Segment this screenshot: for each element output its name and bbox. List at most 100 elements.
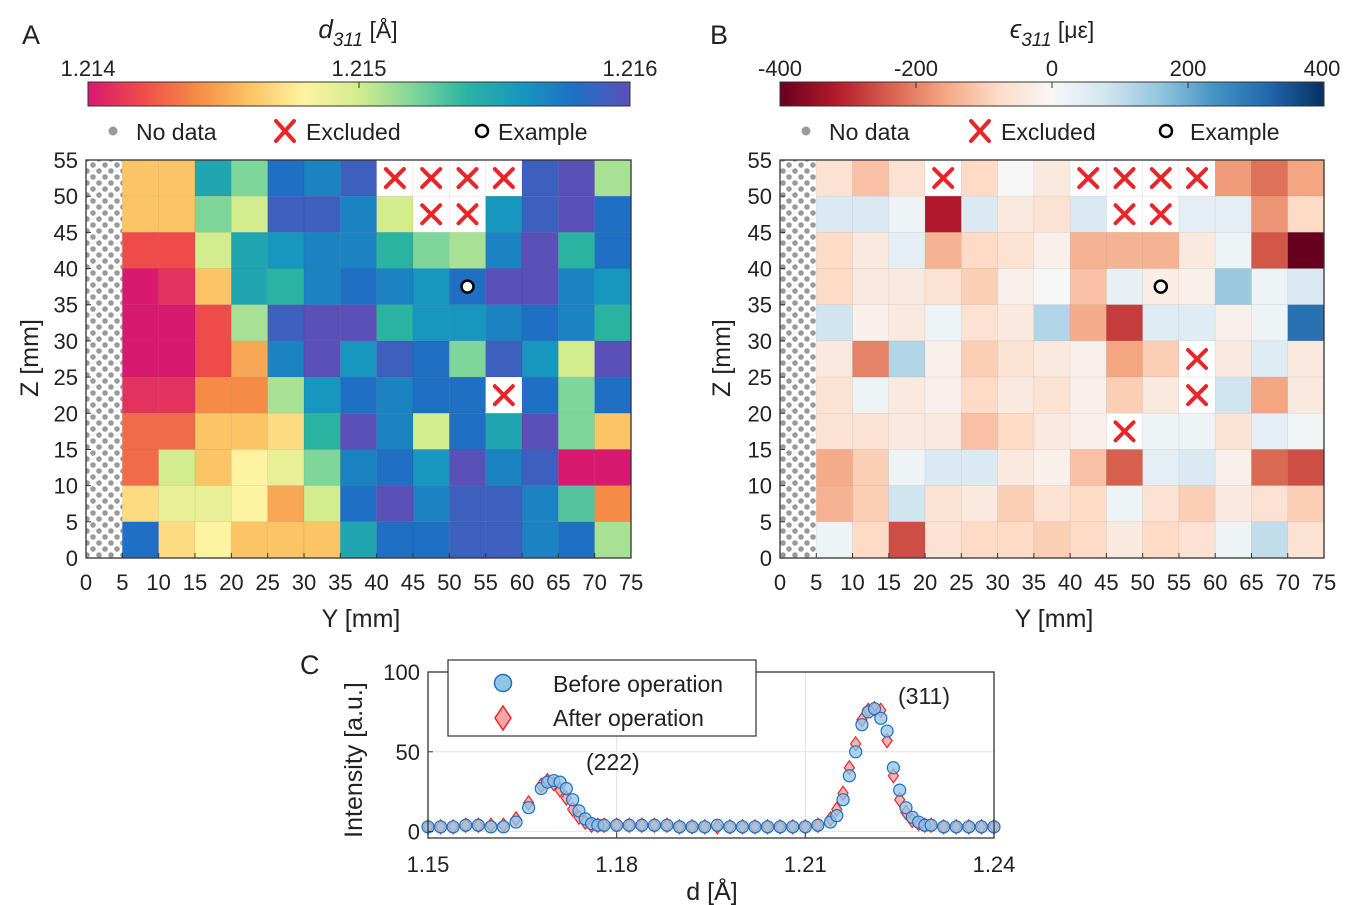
heatmap-cell	[924, 340, 962, 378]
heatmap-cell	[1251, 449, 1289, 486]
heatmap-cell	[852, 485, 890, 523]
x-tick-label: 55	[1167, 570, 1191, 595]
heatmap-cell	[1287, 304, 1325, 342]
heatmap-cell	[340, 340, 377, 378]
heatmap-cell	[594, 412, 632, 450]
heatmap-cell	[888, 449, 926, 486]
x-tick-label: 65	[546, 570, 570, 595]
annotation-311: (311)	[898, 683, 950, 709]
heatmap-cell	[1214, 340, 1252, 378]
x-tick-label: 1.18	[595, 852, 638, 877]
heatmap-cell	[852, 376, 890, 414]
x-tick-label: 35	[328, 570, 352, 595]
heatmap-cell	[158, 521, 196, 559]
before-operation-point	[886, 761, 900, 775]
heatmap-cell	[1214, 449, 1252, 486]
heatmap-a: 0 5 10 15 20 25 30 35 40 45 50 55 60 65 70 750510152025…	[54, 148, 644, 595]
x-tick-label: 70	[1275, 570, 1299, 595]
y-tick-label: 40	[748, 257, 772, 282]
y-tick-label: 5	[66, 510, 78, 535]
heatmap-cell	[194, 521, 232, 559]
heatmap-cell	[267, 376, 305, 414]
y-tick-label: 55	[748, 148, 772, 173]
heatmap-cell	[997, 485, 1035, 523]
legend-nodata-marker	[801, 126, 811, 136]
before-operation-point	[509, 815, 523, 829]
heatmap-cell	[1142, 340, 1180, 378]
heatmap-cell	[888, 159, 926, 197]
heatmap-cell	[1287, 485, 1325, 523]
heatmap-cell	[924, 485, 962, 523]
excluded-marker	[1077, 167, 1100, 190]
heatmap-cell	[997, 376, 1035, 414]
colorbar-b-title: ϵ311 [με]	[1010, 14, 1094, 51]
legend-excluded-label: Excluded	[1001, 119, 1096, 145]
heatmap-cell	[122, 412, 159, 450]
heatmap-cell	[815, 340, 853, 378]
before-operation-point	[698, 820, 712, 834]
heatmap-cell	[961, 340, 998, 378]
heatmap-cell	[376, 521, 414, 559]
heatmap-cell	[594, 376, 632, 414]
heatmap-cell	[340, 268, 377, 306]
heatmap-cell	[1214, 159, 1252, 197]
heatmap-cell	[122, 195, 159, 233]
heatmap-cell	[594, 485, 632, 523]
heatmap-cell	[924, 521, 962, 559]
heatmap-cell	[1033, 449, 1071, 486]
x-tick-label: 10	[146, 570, 170, 595]
x-tick-label: 60	[1203, 570, 1227, 595]
heatmap-cell	[997, 159, 1035, 197]
heatmap-cell	[1069, 340, 1107, 378]
heatmap-cell	[1178, 521, 1216, 559]
heatmap-cell	[961, 159, 998, 197]
heatmap-cell	[122, 304, 159, 342]
heatmap-cell	[194, 195, 232, 233]
heatmap-cell	[158, 304, 196, 342]
heatmap-cell	[485, 232, 523, 269]
before-operation-point	[842, 769, 856, 783]
before-operation-point	[685, 820, 699, 834]
heatmap-cell	[303, 485, 341, 523]
heatmap-cell	[231, 268, 268, 306]
heatmap-cell	[961, 268, 998, 306]
y-tick-label: 50	[748, 184, 772, 209]
heatmap-cell	[1142, 232, 1180, 269]
before-operation-point	[867, 702, 882, 716]
heatmap-cell	[267, 159, 305, 197]
before-operation-point	[433, 820, 448, 834]
excluded-marker	[420, 203, 443, 226]
heatmap-cell	[924, 412, 962, 450]
legend-example-label: Example	[498, 119, 587, 145]
y-tick-label: 50	[54, 184, 78, 209]
heatmap-cell	[340, 376, 377, 414]
heatmap-cell	[852, 449, 890, 486]
heatmap-cell	[521, 232, 559, 269]
heatmap-cell	[122, 340, 159, 378]
heatmap-cell	[997, 449, 1035, 486]
heatmap-cell	[340, 232, 377, 269]
before-operation-point	[459, 818, 473, 832]
heatmap-cell	[558, 340, 595, 378]
heatmap-cell	[376, 376, 414, 414]
heatmap-cell	[485, 268, 523, 306]
heatmap-cell	[888, 268, 926, 306]
x-tick-label: 25	[255, 570, 279, 595]
heatmap-cell	[961, 195, 998, 233]
heatmap-cell	[1033, 340, 1071, 378]
x-tick-label: 10	[840, 570, 864, 595]
y-tick-label: 35	[748, 293, 772, 318]
heatmap-cell	[412, 232, 450, 269]
heatmap-cell	[1251, 412, 1289, 450]
heatmap-cell	[1106, 376, 1143, 414]
heatmap-cell	[961, 232, 998, 269]
heatmap-cell	[449, 412, 486, 450]
excluded-marker	[492, 384, 515, 407]
before-operation-point	[786, 820, 800, 834]
heatmap-cell	[888, 521, 926, 559]
heatmap-cell	[924, 195, 962, 233]
before-operation-point	[496, 820, 511, 834]
excluded-marker	[492, 167, 515, 190]
x-axis-label-a: Y [mm]	[322, 605, 401, 633]
before-operation-point	[974, 820, 989, 834]
